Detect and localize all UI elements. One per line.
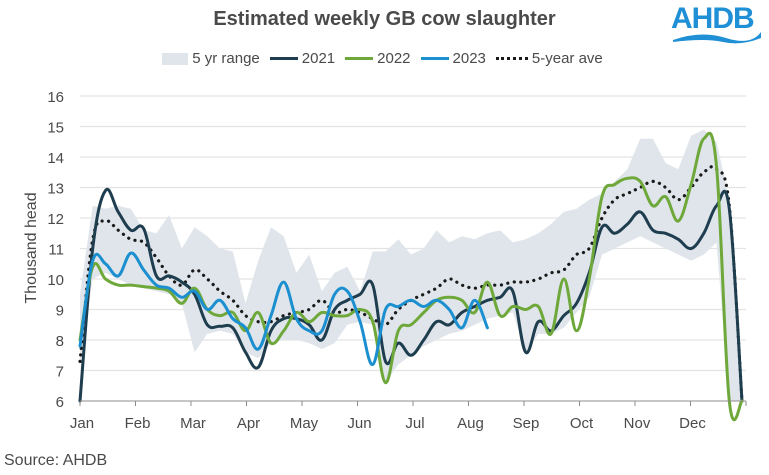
x-tick-label-mar: Mar [180, 415, 206, 432]
y-tick-label-13: 13 [47, 181, 64, 198]
x-tick-label-feb: Feb [125, 415, 151, 432]
x-tick-label-aug: Aug [457, 415, 484, 432]
series-line-2023 [78, 251, 489, 366]
legend-label-average: 5-year ave [531, 50, 603, 67]
legend-item-2023: 2023 [420, 50, 486, 67]
x-tick-label-nov: Nov [624, 415, 651, 432]
x-tick-label-oct: Oct [570, 415, 594, 432]
source-note: Source: AHDB [4, 452, 108, 469]
legend-swatch-average [495, 57, 528, 60]
legend-item-2021: 2021 [269, 50, 336, 67]
series-line-2022 [78, 131, 744, 422]
legend-swatch-2021 [269, 57, 298, 60]
legend-item-average: 5-year ave [495, 50, 603, 67]
range-layer [80, 129, 742, 401]
series-layer [78, 131, 744, 422]
y-tick-label-7: 7 [56, 364, 64, 381]
y-tick-label-12: 12 [47, 211, 64, 228]
y-tick-label-15: 15 [47, 120, 64, 137]
axis-layer [79, 400, 747, 406]
x-tick-label-apr: Apr [237, 415, 260, 432]
labels-layer: 6 7 8 9 10 11 12 13 14 15 16 Jan Feb Mar Apr May Jun Jul A… [47, 89, 706, 432]
y-tick-label-11: 11 [48, 242, 64, 259]
legend-item-2022: 2022 [345, 50, 411, 67]
ahdb-logo: AHDB [671, 2, 761, 46]
range-band [80, 129, 742, 401]
chart-title: Estimated weekly GB cow slaughter [213, 8, 556, 30]
x-tick-label-jun: Jun [347, 415, 371, 432]
y-tick-label-14: 14 [47, 150, 64, 167]
legend-label-2022: 2022 [377, 50, 411, 67]
legend-swatch-2023 [420, 57, 449, 60]
y-tick-label-10: 10 [47, 272, 64, 289]
x-tick-label-dec: Dec [679, 415, 706, 432]
series-line-2021 [78, 187, 744, 403]
y-tick-label-6: 6 [56, 394, 64, 411]
logo-text: AHDB [671, 2, 755, 35]
y-tick-label-9: 9 [56, 303, 64, 320]
x-tick-label-may: May [290, 415, 319, 432]
x-tick-label-jul: Jul [405, 415, 424, 432]
legend-label-range: 5 yr range [192, 50, 260, 67]
legend-item-range: 5 yr range [162, 50, 260, 67]
chart-legend: 5 yr range 2021 2022 2023 5-year ave [0, 50, 769, 67]
legend-label-2021: 2021 [301, 50, 336, 67]
legend-swatch-2022 [345, 57, 374, 60]
y-axis-title: Thousand head [23, 192, 40, 303]
y-tick-label-16: 16 [47, 89, 64, 106]
x-tick-label-jan: Jan [70, 415, 94, 432]
logo-wave-icon [673, 32, 761, 44]
legend-label-2023: 2023 [452, 50, 486, 67]
x-tick-label-sep: Sep [513, 415, 540, 432]
legend-swatch-range [162, 52, 189, 65]
y-tick-label-8: 8 [56, 333, 64, 350]
